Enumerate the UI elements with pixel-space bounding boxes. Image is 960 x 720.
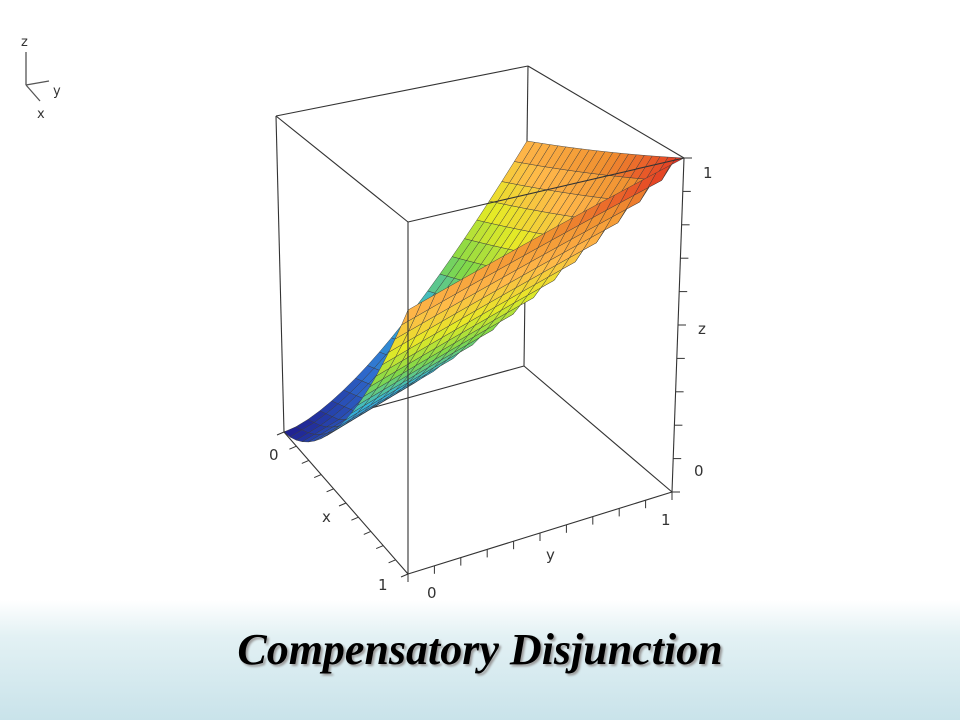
x-axis-tick [338, 502, 347, 507]
box-edge [527, 65, 685, 159]
surface-mesh [283, 140, 685, 443]
x-axis-tick [326, 488, 334, 493]
z-axis-label: z [698, 320, 706, 338]
x-tick-1: 1 [378, 576, 388, 594]
box-edge [275, 115, 409, 223]
surface-cell [401, 301, 423, 326]
box-edge [523, 365, 673, 493]
y-axis-label: y [546, 546, 555, 564]
y-tick-0: 0 [427, 584, 437, 602]
gizmo-y-label: y [53, 84, 61, 99]
x-axis-tick [301, 459, 309, 464]
footer-band [0, 600, 960, 720]
x-axis-tick [376, 545, 384, 550]
y-tick-1: 1 [661, 511, 671, 529]
z-tick-1: 1 [703, 164, 713, 182]
x-axis-tick [351, 516, 359, 521]
slide-title: Compensatory Disjunction [237, 625, 723, 674]
box-edge [407, 157, 685, 223]
axis-ticks [276, 157, 692, 582]
box-edge [275, 65, 529, 117]
x-axis-tick [276, 431, 285, 436]
orientation-gizmo: z y x [21, 35, 61, 122]
z-tick-0: 0 [694, 462, 704, 480]
gizmo-z-label: z [21, 35, 28, 50]
x-axis-tick [363, 530, 371, 535]
x-axis-label: x [322, 508, 331, 526]
x-tick-0: 0 [269, 446, 279, 464]
box-edge [275, 115, 285, 433]
x-axis-tick [400, 573, 409, 578]
x-axis-tick [314, 474, 322, 479]
gizmo-x-label: x [37, 107, 45, 122]
x-axis-tick [289, 445, 297, 450]
x-axis-tick [388, 559, 396, 564]
